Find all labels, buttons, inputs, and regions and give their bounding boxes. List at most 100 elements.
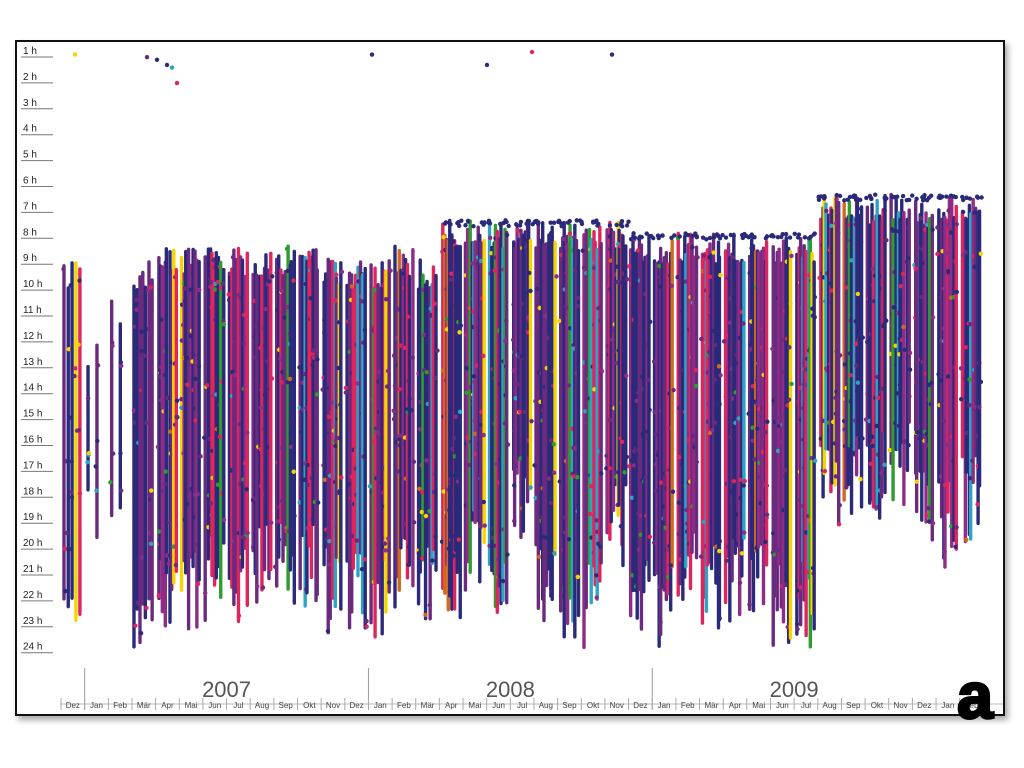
data-point xyxy=(849,258,854,263)
data-point xyxy=(954,289,959,295)
data-point xyxy=(959,397,964,402)
data-point xyxy=(661,520,666,525)
data-point xyxy=(182,517,187,522)
data-point xyxy=(386,580,392,585)
data-point xyxy=(430,558,435,563)
data-point xyxy=(620,280,625,285)
data-point xyxy=(515,223,520,228)
data-point xyxy=(420,490,425,495)
data-point xyxy=(85,459,90,465)
data-point xyxy=(156,529,162,534)
data-point xyxy=(964,537,969,542)
data-point xyxy=(551,442,557,447)
data-point xyxy=(484,62,490,68)
month-label: Dez xyxy=(350,701,364,710)
data-point xyxy=(163,482,168,487)
data-point xyxy=(927,519,932,524)
data-point xyxy=(607,234,613,239)
data-point xyxy=(154,57,160,62)
data-point xyxy=(504,232,510,238)
data-point xyxy=(284,246,290,251)
data-points xyxy=(61,49,984,650)
data-point xyxy=(779,234,784,240)
data-point xyxy=(647,534,653,540)
data-point xyxy=(775,448,781,454)
month-label: Jan xyxy=(90,701,103,710)
data-point xyxy=(314,392,320,397)
data-point xyxy=(720,232,725,238)
data-point xyxy=(245,430,250,435)
data-point xyxy=(712,377,718,382)
y-tick-label: 16 h xyxy=(23,435,42,446)
data-point xyxy=(758,501,763,506)
data-point xyxy=(359,566,365,572)
data-point xyxy=(750,383,756,389)
data-point xyxy=(762,430,768,435)
data-point xyxy=(901,324,906,330)
chart-frame: 1 h 2 h 3 h 4 h 5 h 6 h 7 h 8 h 9 h 10 h 11 h 12 h 1… xyxy=(15,40,1005,730)
data-point xyxy=(497,381,503,387)
data-point xyxy=(505,442,511,447)
data-point xyxy=(882,462,887,467)
data-point xyxy=(913,266,918,271)
data-point xyxy=(288,431,293,436)
data-point xyxy=(580,248,585,253)
data-point xyxy=(517,409,523,415)
data-point xyxy=(424,370,429,375)
data-point xyxy=(519,301,525,307)
data-point xyxy=(383,297,389,302)
data-point xyxy=(182,298,188,304)
data-point xyxy=(870,266,876,271)
data-point xyxy=(792,231,797,236)
data-point xyxy=(232,493,237,499)
data-point xyxy=(693,367,699,373)
data-point xyxy=(567,218,572,224)
data-point xyxy=(748,233,753,239)
data-point xyxy=(721,339,727,344)
data-point xyxy=(205,383,210,388)
data-point xyxy=(232,538,238,543)
data-point xyxy=(338,402,343,407)
data-point xyxy=(195,491,200,497)
data-point xyxy=(596,221,601,227)
data-point xyxy=(935,225,940,230)
data-point xyxy=(109,340,115,345)
month-label: Mär xyxy=(137,701,151,710)
data-point xyxy=(118,488,124,493)
data-point xyxy=(711,250,716,255)
data-point xyxy=(529,49,535,55)
data-point xyxy=(213,287,218,292)
data-point xyxy=(914,196,919,201)
data-point xyxy=(420,556,425,561)
data-point xyxy=(863,417,869,422)
data-point xyxy=(972,264,977,269)
data-point xyxy=(647,319,653,325)
data-point xyxy=(395,469,401,474)
data-point xyxy=(954,525,959,530)
data-point xyxy=(138,631,144,636)
data-point xyxy=(710,427,715,433)
activity-scatter-plot: 1 h 2 h 3 h 4 h 5 h 6 h 7 h 8 h 9 h 10 h 11 h 12 h 1… xyxy=(21,46,1003,710)
data-point xyxy=(173,562,179,568)
data-point xyxy=(548,220,553,225)
data-point xyxy=(362,327,368,333)
data-point xyxy=(110,343,115,349)
data-point xyxy=(946,269,951,274)
data-point xyxy=(339,269,345,275)
data-point xyxy=(858,197,863,203)
data-point xyxy=(967,403,972,408)
data-point xyxy=(488,235,493,240)
year-label: 2009 xyxy=(770,677,819,702)
data-point xyxy=(907,394,912,399)
data-point xyxy=(108,480,113,485)
month-label: Nov xyxy=(610,701,624,710)
data-point xyxy=(559,484,564,490)
data-point xyxy=(159,317,164,322)
data-point xyxy=(677,234,682,239)
data-point xyxy=(837,353,843,358)
data-point xyxy=(716,233,721,239)
data-point xyxy=(407,396,412,401)
data-point xyxy=(291,469,296,474)
data-point xyxy=(464,365,469,371)
data-point xyxy=(742,478,747,484)
